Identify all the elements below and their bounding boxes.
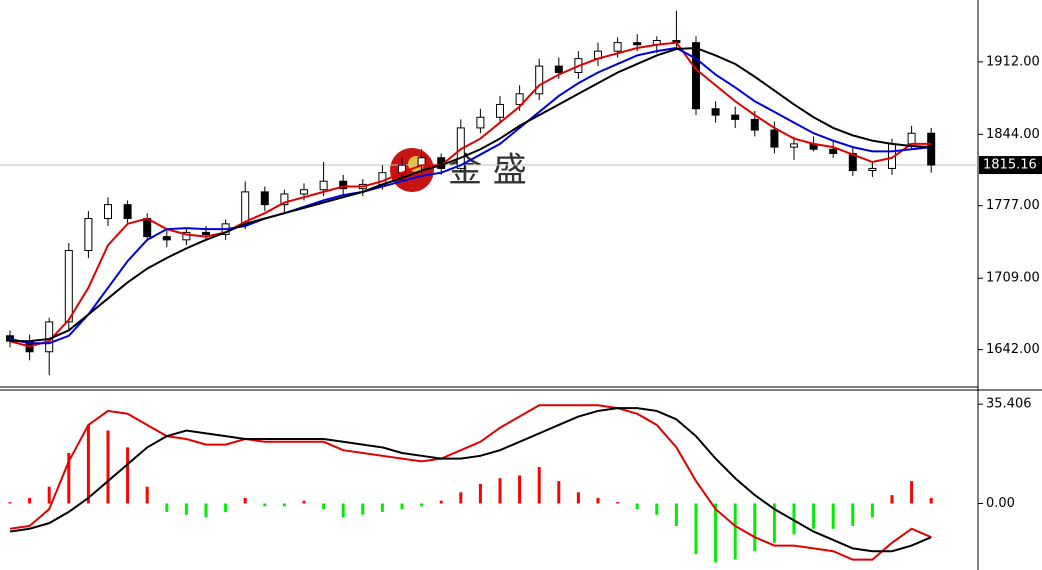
y-tick-label: 1844.00 [986, 127, 1040, 142]
indicator-line [9, 41, 932, 348]
candle-body [907, 132, 916, 145]
y-tick-label: 0.00 [986, 496, 1015, 511]
candle-body [829, 148, 838, 154]
candle-body [868, 167, 877, 172]
y-tick-label: 1642.00 [986, 342, 1040, 357]
candle-body [84, 218, 93, 251]
y-tick-label: 35.406 [986, 397, 1032, 412]
candle-body [143, 218, 152, 238]
candle-body [476, 116, 485, 129]
candle-body [182, 231, 191, 241]
candle-body [927, 132, 936, 166]
candle-body [162, 236, 171, 241]
candle-body [339, 180, 348, 190]
candle-body [554, 65, 563, 73]
current-price: 1815.16 [983, 158, 1037, 173]
indicator-line [9, 46, 932, 345]
candle-body [750, 118, 759, 131]
candle-body [770, 129, 779, 148]
candle-body [633, 42, 642, 46]
y-tick-label: 1709.00 [986, 271, 1040, 286]
candle-body [280, 193, 289, 206]
indicator-line [10, 46, 932, 343]
candle-body [300, 189, 308, 195]
candle-body [319, 180, 328, 191]
candle-body [711, 108, 720, 116]
y-tick-label: 1912.00 [986, 54, 1040, 69]
candle-body [123, 204, 132, 220]
candle-body [731, 114, 740, 120]
y-tick-label: 1777.00 [986, 198, 1040, 213]
candle-body [260, 191, 269, 206]
candle-body [64, 249, 73, 323]
candle-body [241, 191, 250, 225]
candle-body [613, 42, 622, 52]
candle-body [790, 143, 798, 148]
candle-body [202, 231, 210, 236]
indicator-line [9, 407, 932, 553]
candle-body [104, 204, 112, 220]
candle-body [496, 103, 504, 118]
candle-body [692, 42, 700, 110]
price-box [979, 156, 1042, 175]
candle-body [417, 157, 426, 166]
indicator-line [9, 404, 932, 561]
candle-body [515, 93, 524, 105]
candle-body [535, 65, 544, 95]
